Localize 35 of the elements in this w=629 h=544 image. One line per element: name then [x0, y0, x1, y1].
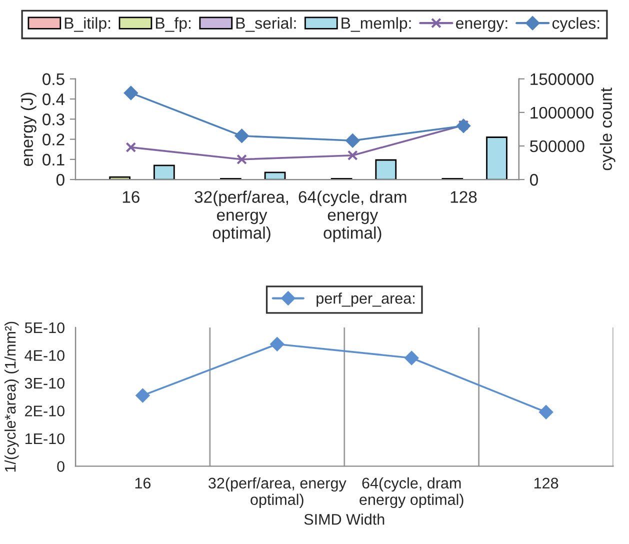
legend-label: perf_per_area:: [316, 292, 414, 307]
x-tick-label: 128: [450, 191, 477, 203]
y-tick-label: 1E-10: [25, 433, 64, 444]
y-tick-label: 0.4: [42, 93, 65, 106]
y-tick-label: 0.3: [42, 114, 64, 126]
y2-tick-label: 0: [530, 174, 538, 186]
y-tick-label: 0.1: [42, 154, 64, 166]
y-tick-label: 4E-10: [24, 350, 64, 361]
y2-tick-label: 1000000: [530, 106, 594, 119]
x-tick-label: 16: [122, 191, 140, 203]
x-tick-label: 32(perf/area, energy optimal): [194, 190, 288, 242]
legend-label: B_serial:: [236, 17, 296, 32]
y2-tick-label: 1500000: [530, 73, 594, 86]
legend-label: cycles:: [552, 17, 600, 32]
legend-label: B_fp:: [156, 17, 190, 32]
y-axis-title: 1/(cycle*area) (1/mm²): [4, 322, 19, 472]
x-tick-label: 64(cycle, dram energy optimal): [360, 477, 464, 508]
x-tick-label: 32(perf/area, energy optimal): [208, 477, 346, 508]
legend-label: B_itilp:: [64, 17, 110, 32]
legend-label: B_memlp:: [342, 17, 411, 32]
x-tick-label: 16: [135, 478, 151, 489]
y-tick-label: 0.2: [42, 134, 64, 146]
y-tick-label: 0.5: [42, 73, 64, 86]
y-tick-label: 2E-10: [25, 406, 64, 416]
y-tick-label: 3E-10: [24, 378, 64, 389]
y2-tick-label: 500000: [530, 140, 584, 152]
legend-label: energy:: [456, 20, 508, 32]
y-tick-label: 0: [56, 174, 64, 186]
y-tick-label: 5E-10: [24, 322, 64, 334]
x-axis-title: SIMD Width: [304, 514, 384, 525]
x-tick-label: 64(cycle, dram energy optimal): [298, 190, 406, 242]
x-tick-label: 128: [534, 478, 558, 489]
y-axis-title: energy (J): [20, 92, 36, 166]
y2-axis-title: cycle count: [600, 88, 616, 170]
y-tick-label: 0: [57, 461, 64, 472]
